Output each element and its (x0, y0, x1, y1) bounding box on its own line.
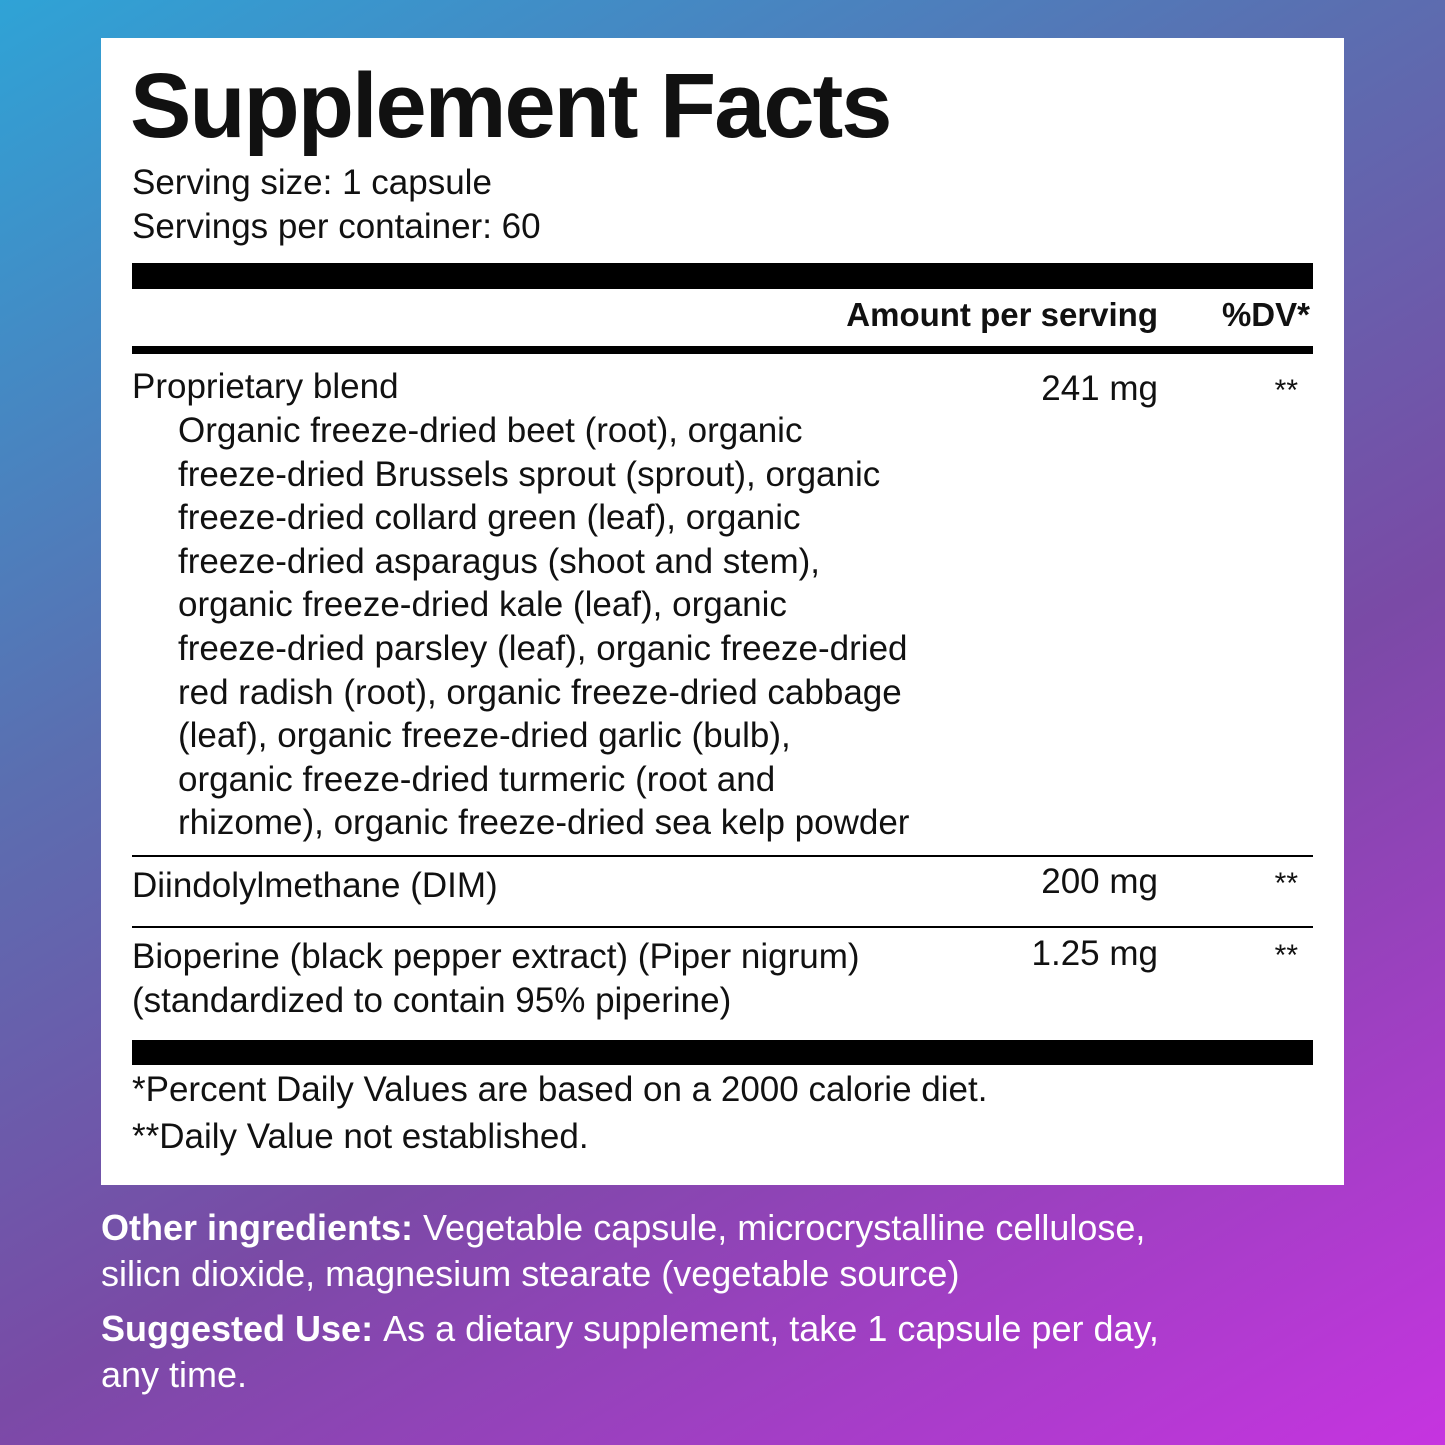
daily-value: ** (1274, 867, 1298, 900)
ingredient-line: freeze-dried Brussels sprout (sprout), o… (178, 454, 881, 494)
section-text: silicn dioxide, magnesium stearate (vege… (101, 1252, 960, 1294)
nutrient-name: Diindolylmethane (DIM) (132, 866, 498, 905)
ingredient-line: (leaf), organic freeze-dried garlic (bul… (178, 716, 791, 756)
footnote: *Percent Daily Values are based on a 200… (132, 1070, 988, 1109)
ingredient-line: rhizome), organic freeze-dried sea kelp … (178, 803, 910, 843)
ingredient-line: organic freeze-dried turmeric (root and (178, 759, 776, 799)
ingredient-line: red radish (root), organic freeze-dried … (178, 672, 902, 712)
ingredient-line: Organic freeze-dried beet (root), organi… (178, 411, 803, 450)
rule (132, 926, 1313, 928)
ingredient-line: freeze-dried parsley (leaf), organic fre… (178, 629, 908, 668)
ingredient-line: freeze-dried asparagus (shoot and stem), (178, 541, 820, 581)
facts-panel (101, 38, 1344, 1185)
ingredient-line: freeze-dried collard green (leaf), organ… (178, 498, 801, 538)
rule (132, 1040, 1313, 1065)
rule (132, 263, 1313, 289)
section-text: any time. (101, 1353, 248, 1395)
nutrient-name: (standardized to contain 95% piperine) (132, 980, 732, 1020)
nutrient-name: Bioperine (black pepper extract) (Piper … (132, 937, 860, 976)
servings-per-container: Servings per container: 60 (132, 207, 541, 246)
amount: 1.25 mg (1031, 934, 1158, 973)
nutrient-name: Proprietary blend (132, 367, 399, 406)
rule (132, 855, 1313, 857)
section-label: Suggested Use: (101, 1308, 374, 1350)
footnote: **Daily Value not established. (132, 1117, 589, 1156)
section-text: Vegetable capsule, microcrystalline cell… (423, 1207, 1146, 1249)
section-text: As a dietary supplement, take 1 capsule … (383, 1308, 1159, 1350)
daily-value: ** (1274, 939, 1298, 972)
section-label: Other ingredients: (101, 1207, 414, 1249)
ingredient-line: organic freeze-dried kale (leaf), organi… (178, 585, 787, 625)
title: Supplement Facts (130, 54, 892, 157)
dv-header: %DV* (1221, 296, 1310, 334)
rule (132, 346, 1313, 354)
amount-header: Amount per serving (846, 296, 1158, 334)
daily-value: ** (1274, 374, 1298, 407)
amount: 241 mg (1041, 369, 1158, 408)
serving-size: Serving size: 1 capsule (132, 163, 492, 202)
amount: 200 mg (1041, 862, 1158, 901)
